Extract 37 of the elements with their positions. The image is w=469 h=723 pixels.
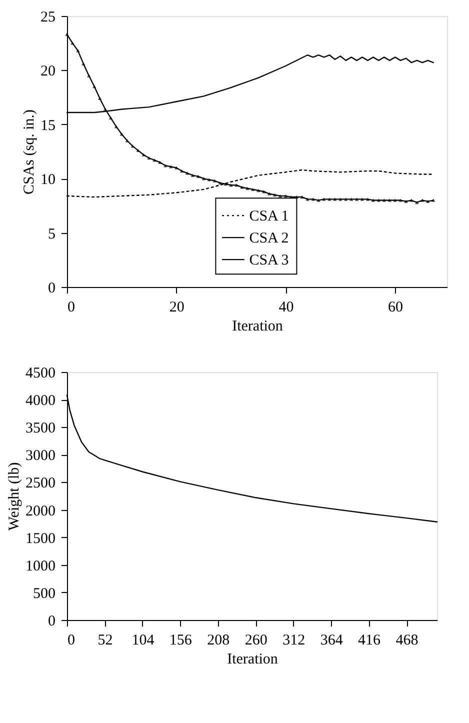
x-axis-title: Iteration xyxy=(227,652,278,668)
y-tick-label: 0 xyxy=(48,280,56,296)
y-tick-label: 25 xyxy=(40,10,56,26)
x-tick-label: 52 xyxy=(98,632,113,648)
legend-label: CSA 2 xyxy=(249,230,289,247)
y-tick-label: 5 xyxy=(48,226,56,242)
y-tick-label: 20 xyxy=(40,64,56,80)
x-tick-label: 260 xyxy=(244,632,268,648)
y-axis-title: Weight (lb) xyxy=(6,462,22,531)
x-tick-label: 0 xyxy=(68,632,75,648)
y-tick-label: 4000 xyxy=(26,393,56,410)
x-axis-title: Iteration xyxy=(232,318,284,334)
y-tick-label: 15 xyxy=(40,118,56,134)
x-tick-label: 20 xyxy=(169,300,184,316)
x-tick-label: 0 xyxy=(68,300,75,316)
x-tick-label: 104 xyxy=(132,632,155,648)
legend-label: CSA 1 xyxy=(249,208,289,225)
y-axis-title: CSAs (sq. in.) xyxy=(22,109,38,195)
x-tick-label: 312 xyxy=(282,632,306,648)
y-tick-label: 1000 xyxy=(26,558,56,574)
x-tick-label: 468 xyxy=(396,632,418,648)
y-tick-label: 500 xyxy=(33,586,56,602)
x-tick-label: 156 xyxy=(169,632,192,648)
y-tick-label: 3000 xyxy=(26,448,56,464)
legend-label: CSA 3 xyxy=(249,252,289,269)
x-tick-label: 208 xyxy=(207,632,230,648)
y-tick-label: 4500 xyxy=(26,366,56,382)
x-tick-label: 364 xyxy=(320,632,344,648)
x-tick-label: 40 xyxy=(278,300,294,316)
x-tick-label: 60 xyxy=(388,300,404,316)
y-tick-label: 2500 xyxy=(26,476,56,492)
y-tick-label: 0 xyxy=(48,614,56,630)
y-tick-label: 2000 xyxy=(26,503,56,520)
x-tick-label: 416 xyxy=(358,632,382,648)
y-tick-label: 3500 xyxy=(26,420,56,437)
y-tick-label: 1500 xyxy=(26,530,56,547)
y-tick-label: 10 xyxy=(40,172,56,188)
